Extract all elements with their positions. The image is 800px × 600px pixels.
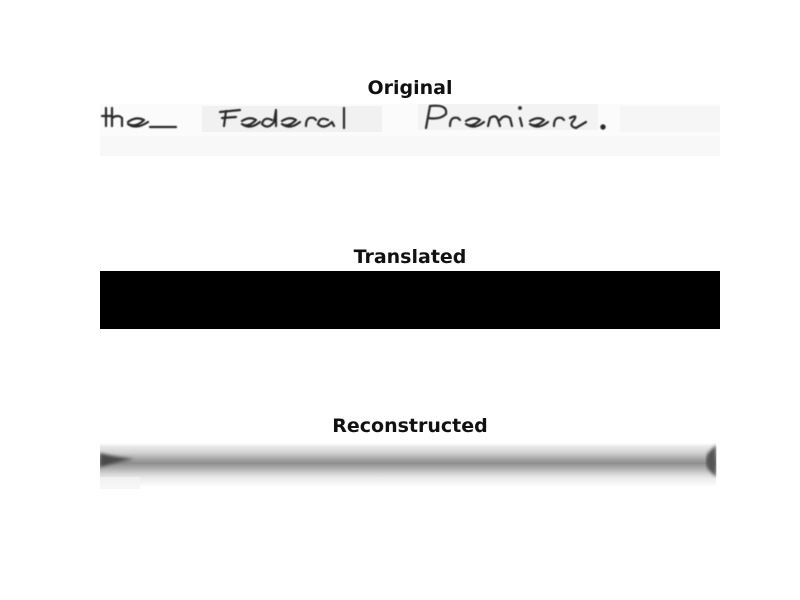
handwriting-line-svg bbox=[100, 104, 720, 156]
reconstructed-image bbox=[100, 441, 720, 491]
translated-title: Translated bbox=[353, 246, 467, 268]
blurred-gray-line-svg bbox=[100, 441, 720, 491]
handwriting-strokes bbox=[100, 104, 606, 130]
original-handwriting-image bbox=[100, 100, 720, 160]
reconstructed-title: Reconstructed bbox=[332, 415, 488, 437]
solid-black-image-svg bbox=[100, 271, 720, 329]
translated-image bbox=[100, 271, 720, 329]
original-title: Original bbox=[367, 77, 453, 99]
